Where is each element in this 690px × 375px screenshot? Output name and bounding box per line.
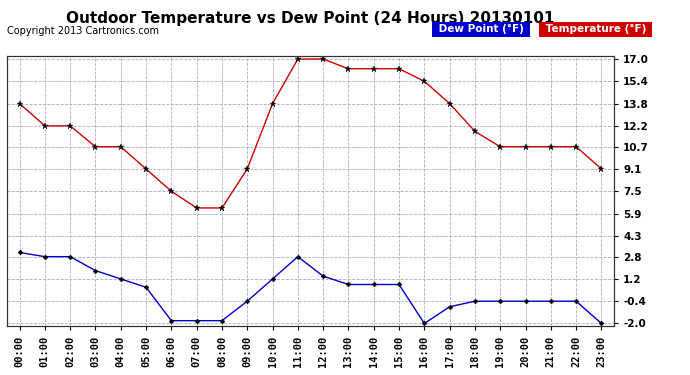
Text: Copyright 2013 Cartronics.com: Copyright 2013 Cartronics.com bbox=[7, 26, 159, 36]
Text: Temperature (°F): Temperature (°F) bbox=[542, 24, 650, 34]
Text: Outdoor Temperature vs Dew Point (24 Hours) 20130101: Outdoor Temperature vs Dew Point (24 Hou… bbox=[66, 11, 555, 26]
Text: Dew Point (°F): Dew Point (°F) bbox=[435, 24, 527, 34]
